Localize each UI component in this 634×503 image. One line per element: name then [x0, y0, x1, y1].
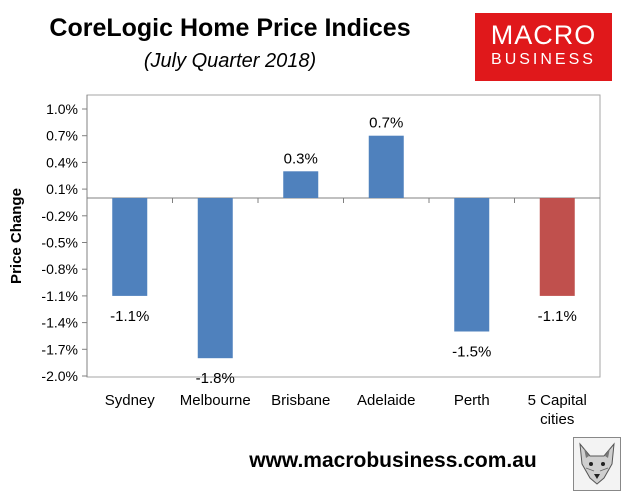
category-label-line: cities [540, 411, 574, 428]
plot-frame [86, 94, 601, 378]
bar [197, 198, 233, 359]
category-label: Perth [454, 392, 490, 409]
logo-text-top: MACRO [490, 20, 597, 50]
bar [454, 198, 490, 332]
y-tick-label: -2.0% [41, 368, 78, 384]
y-tick-label: -1.7% [41, 341, 78, 357]
data-label: 0.3% [284, 150, 318, 167]
fox-icon [573, 437, 621, 491]
category-label-line: Melbourne [180, 392, 251, 409]
bar [368, 135, 404, 198]
website-url[interactable]: www.macrobusiness.com.au [249, 449, 537, 472]
category-label-line: Sydney [105, 392, 156, 409]
category-label-line: Perth [454, 392, 490, 409]
category-label-line: Adelaide [357, 392, 415, 409]
data-label: -1.1% [110, 308, 149, 325]
bar [112, 198, 148, 296]
y-tick-label: -0.2% [41, 208, 78, 224]
macrobusiness-logo: MACRO BUSINESS [475, 13, 612, 81]
y-axis-title: Price Change [8, 188, 25, 284]
y-tick-label: -1.1% [41, 288, 78, 304]
bar [283, 171, 319, 198]
category-label: Sydney [105, 392, 156, 409]
y-tick-label: 0.4% [46, 154, 78, 170]
category-label-line: Brisbane [271, 392, 330, 409]
y-tick-label: 0.7% [46, 128, 78, 144]
y-tick-label: -0.8% [41, 261, 78, 277]
y-tick-label: -1.4% [41, 315, 78, 331]
category-label-line: 5 Capital [528, 392, 587, 409]
category-label: 5 Capital cities [528, 392, 587, 428]
data-label: 0.7% [369, 115, 403, 132]
category-label: Adelaide [357, 392, 415, 409]
chart-subtitle: (July Quarter 2018) [143, 50, 317, 72]
data-label: -1.5% [452, 344, 491, 361]
y-tick-label: 1.0% [46, 101, 78, 117]
category-label: Brisbane [271, 392, 330, 409]
data-label: -1.8% [196, 370, 235, 387]
category-label: Melbourne [180, 392, 251, 409]
y-tick-label: -0.5% [41, 235, 78, 251]
fox-drawing [579, 442, 615, 485]
data-label: -1.1% [538, 308, 577, 325]
logo-text-bottom: BUSINESS [491, 51, 596, 68]
bar [539, 198, 575, 296]
y-tick-label: 0.1% [46, 181, 78, 197]
chart-title: CoreLogic Home Price Indices [49, 14, 411, 42]
